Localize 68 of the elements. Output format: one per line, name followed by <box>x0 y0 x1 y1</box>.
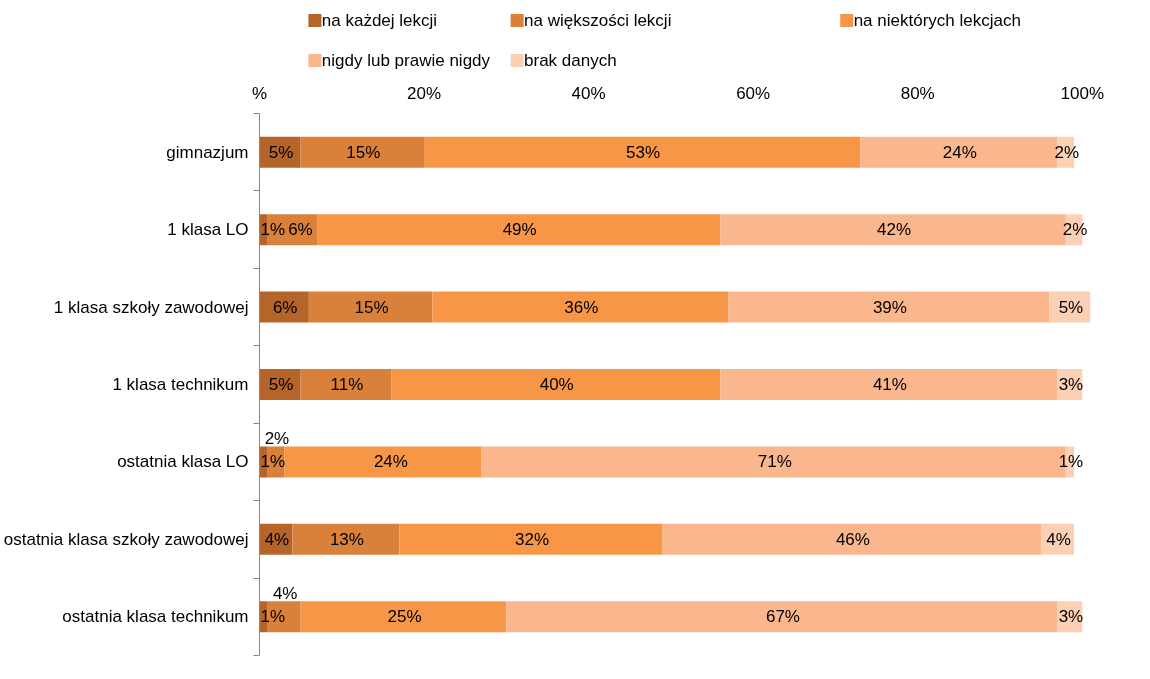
data-label: 5% <box>1058 297 1084 317</box>
y-tick-label: ostatnia klasa szkoły zawodowej <box>3 529 249 549</box>
legend-label: na większości lekcji <box>524 11 672 30</box>
data-label: 4% <box>272 584 298 604</box>
data-label: 2% <box>264 429 290 449</box>
y-tick-label: 1 klasa LO <box>167 220 249 240</box>
y-tick-label: 1 klasa szkoły zawodowej <box>53 297 249 317</box>
data-label: 40% <box>539 375 574 394</box>
bar <box>720 369 1058 400</box>
data-label: 32% <box>515 529 550 549</box>
data-label: 46% <box>835 529 870 549</box>
data-label: 11% <box>330 375 364 394</box>
x-tick-label: 40% <box>571 83 606 103</box>
data-label: 6% <box>288 220 313 240</box>
data-label: 24% <box>373 452 408 472</box>
x-tick-label: 80% <box>900 83 935 103</box>
data-label: 41% <box>872 375 907 394</box>
bar <box>292 523 400 555</box>
y-tick-label: ostatnia klasa technikum <box>62 607 249 627</box>
x-tick-label: % <box>251 83 268 103</box>
data-label: 3% <box>1058 607 1084 627</box>
data-label: 15% <box>354 297 389 317</box>
data-label: 15% <box>346 142 381 162</box>
data-label: 39% <box>872 297 907 317</box>
bar <box>317 214 721 246</box>
y-tick-label: 1 klasa technikum <box>112 375 249 394</box>
data-label: 4% <box>1046 529 1071 549</box>
data-label: 2% <box>1062 220 1088 240</box>
data-label: 71% <box>757 452 792 472</box>
x-tick-label: 20% <box>407 83 442 103</box>
data-label: 1% <box>260 607 286 627</box>
legend-label: na każdej lekcji <box>321 11 438 30</box>
data-label: 13% <box>329 529 364 549</box>
data-label: 2% <box>1054 142 1080 162</box>
legend-label: na niektórych lekcjach <box>853 11 1021 30</box>
bar <box>506 601 1058 633</box>
bar <box>432 291 729 323</box>
bar <box>308 291 433 323</box>
bar <box>424 136 861 168</box>
x-tick-label: 100% <box>1060 83 1105 103</box>
data-label: 24% <box>942 142 977 162</box>
y-tick-label: ostatnia klasa LO <box>117 452 249 472</box>
data-label: 1% <box>260 220 286 240</box>
bar <box>391 369 721 400</box>
data-label: 6% <box>272 297 298 317</box>
data-label: 53% <box>626 142 661 162</box>
bar <box>728 291 1050 323</box>
data-label: 4% <box>264 529 290 549</box>
legend-label: nigdy lub prawie nigdy <box>321 51 491 70</box>
data-label: 36% <box>564 297 599 317</box>
data-label: 42% <box>877 220 912 240</box>
data-label: 25% <box>387 607 422 627</box>
bar <box>300 601 507 633</box>
x-tick-label: 60% <box>736 83 771 103</box>
bar <box>300 136 425 168</box>
bar <box>300 369 392 400</box>
legend-label: brak danych <box>524 51 617 70</box>
data-label: 1% <box>1058 452 1084 472</box>
bar <box>399 523 663 555</box>
data-label: 1% <box>260 452 286 472</box>
bar <box>662 523 1042 555</box>
data-label: 49% <box>502 220 537 240</box>
data-label: 5% <box>268 375 294 394</box>
y-tick-label: gimnazjum <box>166 142 249 162</box>
data-label: 3% <box>1058 375 1084 394</box>
data-label: 67% <box>765 607 800 627</box>
bar <box>284 446 482 478</box>
data-label: 5% <box>268 142 294 162</box>
